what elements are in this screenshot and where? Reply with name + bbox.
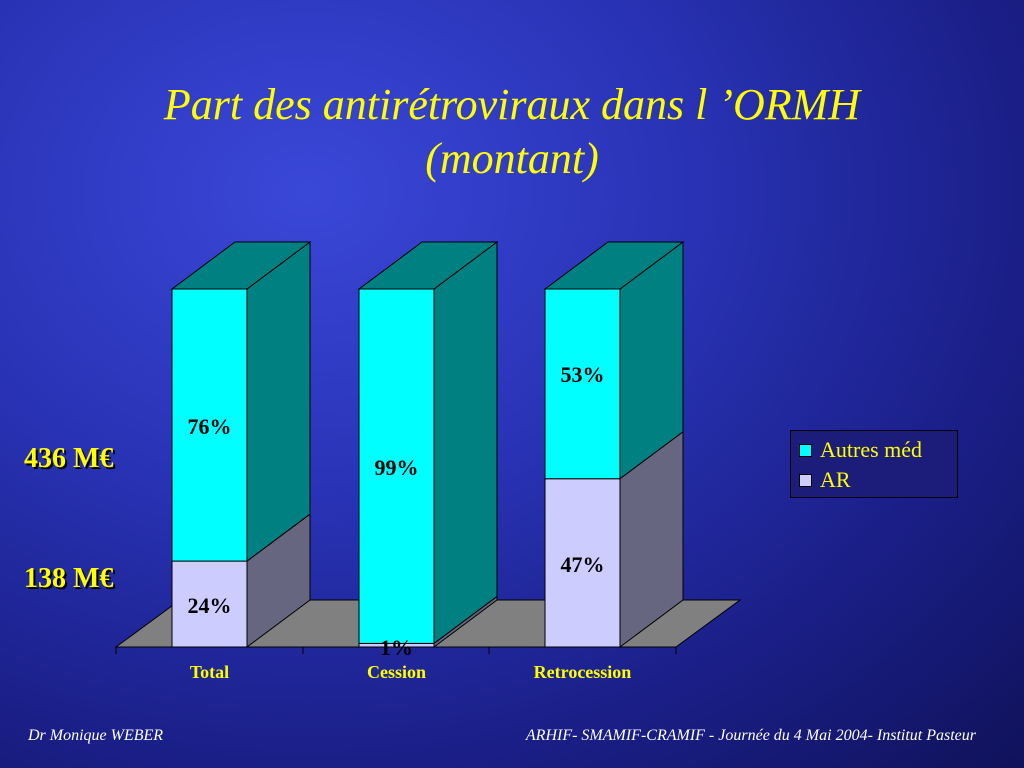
bar-ar-front-total (171, 560, 248, 648)
data-label-autres-total: 76% (188, 414, 232, 439)
data-label-autres-cession: 99% (375, 455, 419, 480)
legend-label-ar: AR (820, 467, 851, 492)
legend-item-autres: Autres méd (799, 435, 957, 465)
category-label-cession: Cession (367, 662, 426, 682)
total-amount-label: 436 M€ (24, 443, 114, 474)
bar-autres-side-total (246, 241, 311, 563)
ar-amount-label: 138 M€ (24, 563, 114, 594)
bar-autres-front-retrocession (544, 288, 621, 480)
slide-title-line2: (montant) (425, 134, 599, 183)
bar-ar-front-retrocession (544, 478, 621, 648)
bar-top-cession (357, 241, 499, 290)
category-label-total: Total (190, 662, 229, 682)
legend-swatch-autres (799, 443, 812, 457)
legend-item-ar: AR (799, 465, 957, 495)
category-label-retrocession: Retrocession (534, 662, 632, 682)
slide-title: Part des antirétroviraux dans l ’ORMH (m… (0, 78, 1024, 186)
slide-title-line1: Part des antirétroviraux dans l ’ORMH (163, 80, 861, 129)
legend-label-autres: Autres méd (820, 437, 923, 462)
bar-top-retrocession (543, 241, 685, 290)
legend-swatch-ar (799, 473, 812, 487)
bar-autres-side-cession (433, 241, 498, 645)
chart-legend: Autres méd AR (790, 430, 958, 498)
bar-autres-front-total (171, 288, 248, 562)
data-label-ar-cession: 1% (380, 635, 413, 660)
footer-author: Dr Monique WEBER (28, 727, 164, 744)
bar-autres-front-cession (358, 288, 435, 644)
footer-event: ARHIF- SMAMIF-CRAMIF - Journée du 4 Mai … (525, 727, 976, 744)
data-label-ar-total: 24% (188, 593, 232, 618)
bar-top-total (170, 241, 312, 290)
data-label-autres-retrocession: 53% (561, 362, 605, 387)
data-label-ar-retrocession: 47% (561, 552, 605, 577)
